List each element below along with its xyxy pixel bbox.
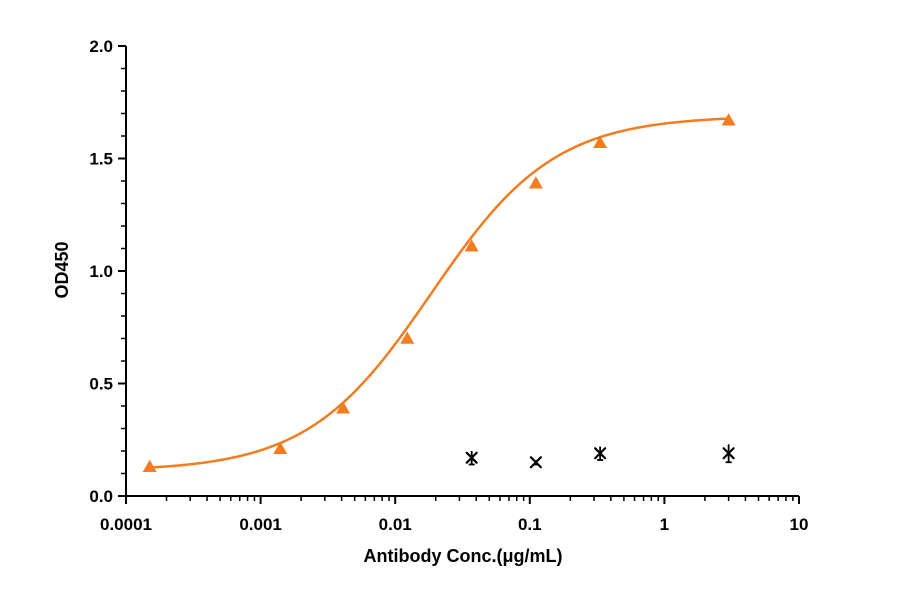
y-tick-label: 0.5: [89, 375, 113, 394]
triangle-marker: [593, 135, 608, 148]
triangle-marker: [273, 441, 288, 454]
triangle-marker: [142, 459, 157, 472]
x-tick-label: 0.01: [379, 515, 412, 534]
x-tick-label: 10: [790, 515, 809, 534]
triangle-marker: [528, 176, 543, 189]
y-axis-title: OD450: [52, 241, 72, 298]
y-tick-label: 1.0: [89, 262, 113, 281]
x-tick-label: 1: [660, 515, 669, 534]
y-tick-label: 2.0: [89, 37, 113, 56]
cross-marker: [594, 447, 607, 460]
x-tick-label: 0.0001: [100, 515, 152, 534]
x-axis-title: Antibody Conc.(μg/mL): [364, 546, 563, 566]
fit-curve: [149, 117, 729, 469]
series-layer: [142, 113, 736, 472]
triangle-marker: [464, 239, 479, 252]
y-tick-label: 0.0: [89, 487, 113, 506]
triangle-marker: [721, 113, 736, 126]
cross-marker: [529, 456, 543, 469]
x-tick-label: 0.1: [518, 515, 542, 534]
y-tick-label: 1.5: [89, 150, 113, 169]
triangle-marker: [400, 331, 415, 344]
cross-marker: [722, 447, 735, 460]
x-tick-label: 0.001: [239, 515, 282, 534]
axes: 0.0 0.5 1.0 1.5 2.0 0.0001 0.001 0.01 0.1 1 10: [89, 37, 808, 534]
triangle-marker: [336, 401, 351, 414]
cross-marker: [465, 451, 478, 464]
